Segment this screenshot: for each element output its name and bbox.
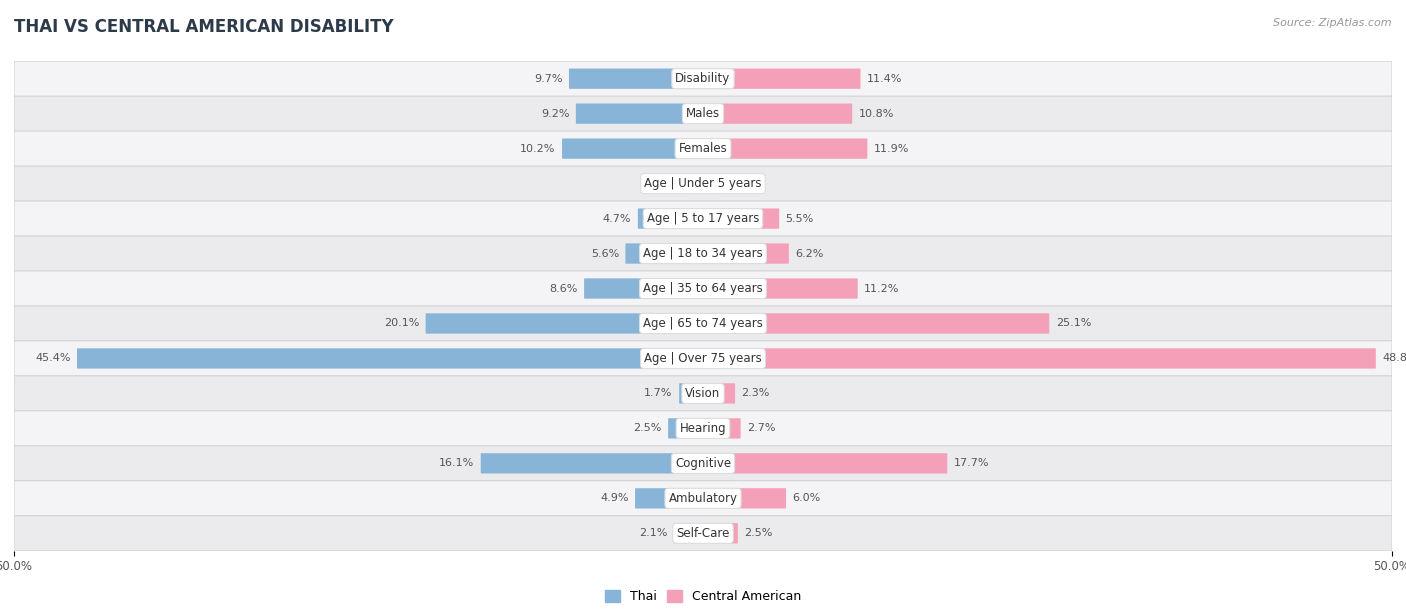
Text: Ambulatory: Ambulatory: [668, 492, 738, 505]
Text: Age | 5 to 17 years: Age | 5 to 17 years: [647, 212, 759, 225]
FancyBboxPatch shape: [14, 376, 1392, 411]
Text: 8.6%: 8.6%: [550, 283, 578, 294]
Text: 5.6%: 5.6%: [591, 248, 619, 258]
Text: 17.7%: 17.7%: [953, 458, 990, 468]
Text: 2.7%: 2.7%: [747, 424, 776, 433]
FancyBboxPatch shape: [14, 166, 1392, 201]
Text: 4.9%: 4.9%: [600, 493, 628, 503]
Text: Cognitive: Cognitive: [675, 457, 731, 470]
FancyBboxPatch shape: [703, 209, 779, 229]
FancyBboxPatch shape: [562, 138, 703, 159]
FancyBboxPatch shape: [14, 201, 1392, 236]
FancyBboxPatch shape: [626, 244, 703, 264]
Text: Disability: Disability: [675, 72, 731, 85]
FancyBboxPatch shape: [77, 348, 703, 368]
Text: 6.2%: 6.2%: [796, 248, 824, 258]
FancyBboxPatch shape: [14, 481, 1392, 516]
FancyBboxPatch shape: [679, 383, 703, 403]
Text: Males: Males: [686, 107, 720, 120]
FancyBboxPatch shape: [703, 244, 789, 264]
Legend: Thai, Central American: Thai, Central American: [605, 591, 801, 603]
FancyBboxPatch shape: [703, 488, 786, 509]
FancyBboxPatch shape: [426, 313, 703, 334]
FancyBboxPatch shape: [703, 453, 948, 474]
FancyBboxPatch shape: [14, 516, 1392, 551]
FancyBboxPatch shape: [703, 313, 1049, 334]
Text: Hearing: Hearing: [679, 422, 727, 435]
FancyBboxPatch shape: [583, 278, 703, 299]
Text: Age | Over 75 years: Age | Over 75 years: [644, 352, 762, 365]
Text: 11.2%: 11.2%: [865, 283, 900, 294]
FancyBboxPatch shape: [14, 411, 1392, 446]
FancyBboxPatch shape: [481, 453, 703, 474]
Text: 11.9%: 11.9%: [875, 144, 910, 154]
Text: Females: Females: [679, 142, 727, 155]
Text: 2.5%: 2.5%: [744, 528, 773, 539]
Text: 2.3%: 2.3%: [741, 389, 770, 398]
Text: 16.1%: 16.1%: [439, 458, 474, 468]
FancyBboxPatch shape: [14, 446, 1392, 481]
Text: 9.7%: 9.7%: [534, 73, 562, 84]
Text: 1.2%: 1.2%: [727, 179, 755, 188]
FancyBboxPatch shape: [14, 341, 1392, 376]
FancyBboxPatch shape: [14, 236, 1392, 271]
FancyBboxPatch shape: [636, 488, 703, 509]
FancyBboxPatch shape: [569, 69, 703, 89]
FancyBboxPatch shape: [14, 131, 1392, 166]
Text: Age | 18 to 34 years: Age | 18 to 34 years: [643, 247, 763, 260]
Text: Age | 35 to 64 years: Age | 35 to 64 years: [643, 282, 763, 295]
FancyBboxPatch shape: [703, 103, 852, 124]
Text: 2.1%: 2.1%: [638, 528, 668, 539]
Text: 45.4%: 45.4%: [35, 354, 70, 364]
FancyBboxPatch shape: [673, 523, 703, 543]
Text: 5.5%: 5.5%: [786, 214, 814, 223]
FancyBboxPatch shape: [576, 103, 703, 124]
Text: 10.2%: 10.2%: [520, 144, 555, 154]
Text: Source: ZipAtlas.com: Source: ZipAtlas.com: [1274, 18, 1392, 28]
Text: 10.8%: 10.8%: [859, 109, 894, 119]
FancyBboxPatch shape: [703, 173, 720, 194]
Text: 1.1%: 1.1%: [652, 179, 681, 188]
FancyBboxPatch shape: [703, 348, 1376, 368]
FancyBboxPatch shape: [14, 61, 1392, 96]
FancyBboxPatch shape: [703, 418, 741, 439]
FancyBboxPatch shape: [14, 271, 1392, 306]
Text: Vision: Vision: [685, 387, 721, 400]
Text: 11.4%: 11.4%: [868, 73, 903, 84]
FancyBboxPatch shape: [668, 418, 703, 439]
FancyBboxPatch shape: [638, 209, 703, 229]
FancyBboxPatch shape: [703, 138, 868, 159]
Text: 1.7%: 1.7%: [644, 389, 672, 398]
FancyBboxPatch shape: [688, 173, 703, 194]
FancyBboxPatch shape: [14, 96, 1392, 131]
Text: Age | 65 to 74 years: Age | 65 to 74 years: [643, 317, 763, 330]
FancyBboxPatch shape: [703, 278, 858, 299]
Text: Self-Care: Self-Care: [676, 527, 730, 540]
FancyBboxPatch shape: [703, 69, 860, 89]
Text: Age | Under 5 years: Age | Under 5 years: [644, 177, 762, 190]
Text: 2.5%: 2.5%: [633, 424, 662, 433]
Text: 20.1%: 20.1%: [384, 318, 419, 329]
Text: THAI VS CENTRAL AMERICAN DISABILITY: THAI VS CENTRAL AMERICAN DISABILITY: [14, 18, 394, 36]
Text: 4.7%: 4.7%: [603, 214, 631, 223]
Text: 25.1%: 25.1%: [1056, 318, 1091, 329]
FancyBboxPatch shape: [703, 383, 735, 403]
Text: 9.2%: 9.2%: [541, 109, 569, 119]
Text: 48.8%: 48.8%: [1382, 354, 1406, 364]
Text: 6.0%: 6.0%: [793, 493, 821, 503]
FancyBboxPatch shape: [14, 306, 1392, 341]
FancyBboxPatch shape: [703, 523, 738, 543]
